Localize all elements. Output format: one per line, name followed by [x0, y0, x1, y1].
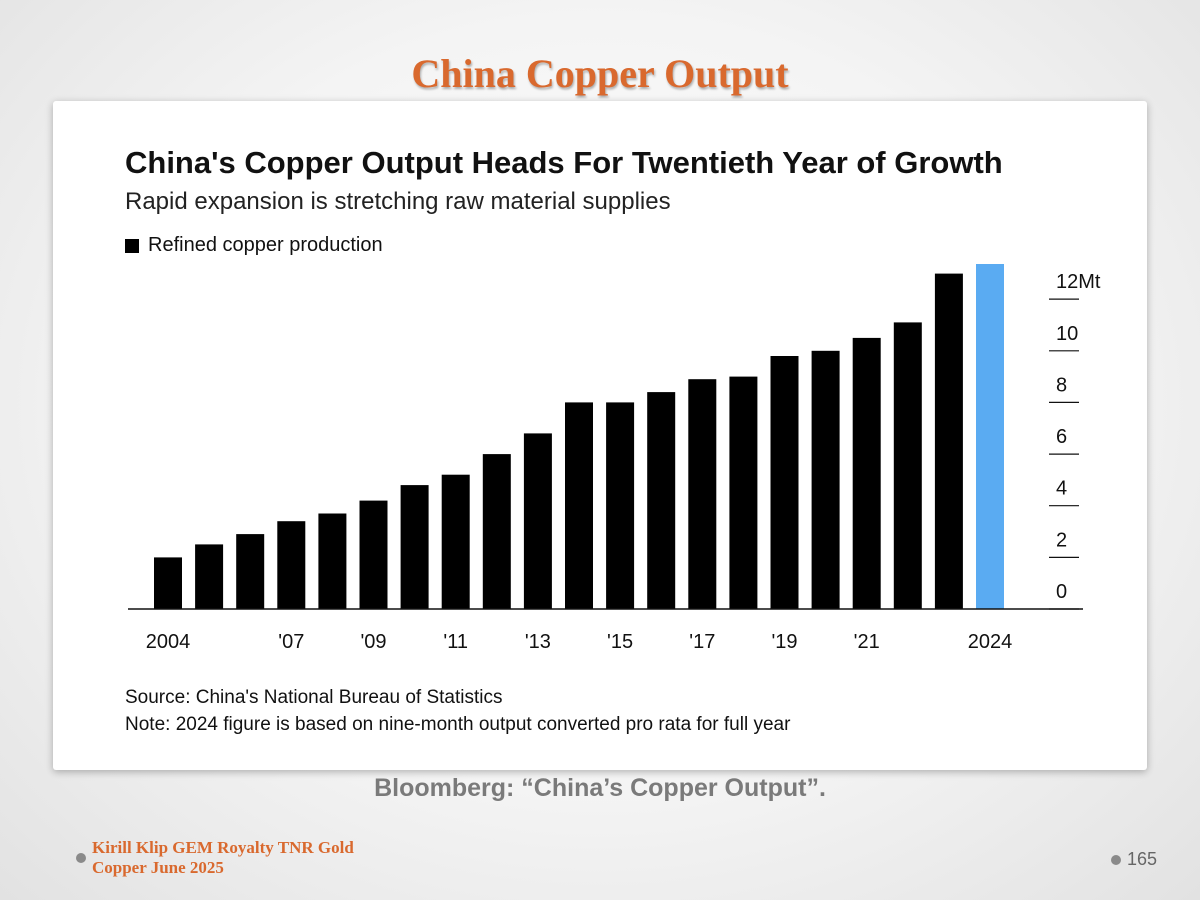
chart-legend: Refined copper production	[125, 234, 383, 257]
x-tick-label-2015: '15	[607, 631, 633, 653]
bar-2024	[976, 264, 1004, 609]
x-tick-label-2013: '13	[525, 631, 551, 653]
y-tick-label-4: 4	[1056, 478, 1067, 500]
page-number: 165	[1127, 849, 1158, 869]
bar-2004	[154, 557, 182, 609]
bar-2009	[359, 500, 388, 609]
bar-2010	[400, 485, 429, 609]
bar-chart: 2004 '07 '09 '11 '13 '15 '17 '19 '21 2024 0 2 4 6 8 10 1…	[128, 264, 1101, 653]
bar-2013	[523, 433, 552, 609]
y-tick-label-8: 8	[1056, 374, 1067, 396]
y-tick-label-10: 10	[1056, 323, 1078, 345]
slide-title: China Copper Output	[411, 51, 789, 96]
y-tick-label-2: 2	[1056, 529, 1067, 551]
bar-2021	[852, 337, 881, 609]
chart-card: China's Copper Output Heads For Twentiet…	[53, 101, 1147, 770]
x-tick-label-2009: '09	[360, 631, 386, 653]
bar-2020	[811, 350, 840, 609]
bar-2016	[647, 392, 676, 609]
x-tick-label-2021: '21	[854, 631, 880, 653]
x-tick-label-2019: '19	[771, 631, 797, 653]
legend-label: Refined copper production	[148, 234, 383, 256]
bar-2008	[318, 513, 347, 609]
footer-line-2: Copper June 2025	[92, 858, 224, 877]
x-tick-label-2007: '07	[278, 631, 304, 653]
bar-2014	[565, 402, 593, 609]
x-tick-label-2011: '11	[443, 631, 468, 653]
y-tick-label-0: 0	[1056, 581, 1067, 603]
x-tick-label-2017: '17	[689, 631, 715, 653]
bar-2006	[236, 534, 265, 609]
bar-2017	[688, 379, 717, 609]
chart-note: Note: 2024 figure is based on nine-month…	[125, 714, 791, 735]
bar-2005	[195, 544, 224, 609]
x-tick-label-2004: 2004	[146, 631, 191, 653]
bar-2011	[441, 474, 470, 609]
footer-credit: Kirill Klip GEM Royalty TNR Gold Copper …	[92, 838, 354, 878]
y-tick-label-6: 6	[1056, 426, 1067, 448]
x-tick-label-2024: 2024	[968, 631, 1013, 653]
bar-2012	[482, 454, 511, 609]
bar-2023	[934, 273, 963, 609]
bar-2022	[893, 322, 922, 609]
footer-line-1: Kirill Klip GEM Royalty TNR Gold	[92, 838, 354, 857]
slide-caption: Bloomberg: “China’s Copper Output”.	[374, 774, 826, 802]
footer-right-bullet	[1111, 855, 1121, 865]
y-tick-label-12: 12Mt	[1056, 271, 1101, 293]
bar-2007	[277, 521, 306, 609]
bar-2015	[606, 402, 635, 609]
chart-subtitle: Rapid expansion is stretching raw materi…	[125, 188, 671, 215]
chart-title: China's Copper Output Heads For Twentiet…	[125, 145, 1003, 180]
chart-source: Source: China's National Bureau of Stati…	[125, 687, 503, 708]
bar-2019	[770, 356, 799, 609]
footer-left-bullet	[76, 853, 86, 863]
legend-swatch	[125, 238, 139, 253]
bar-2018	[729, 376, 758, 609]
